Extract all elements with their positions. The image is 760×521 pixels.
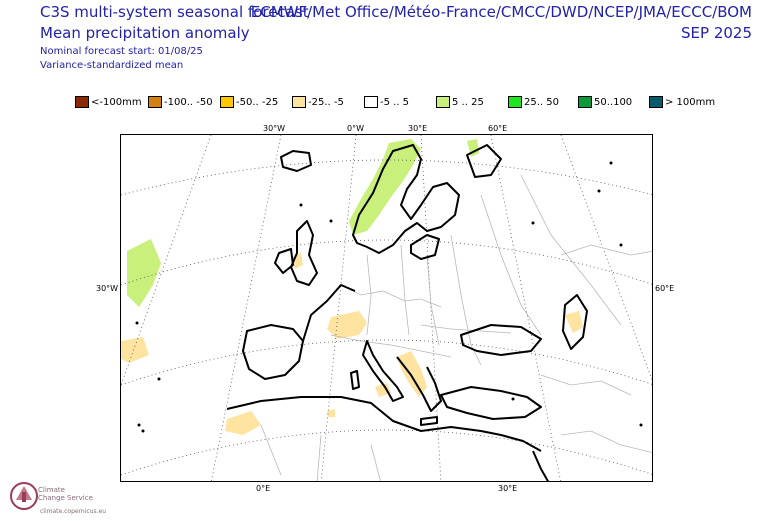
logo-line1: Climate xyxy=(38,486,65,494)
legend-label: 50..100 xyxy=(594,96,633,108)
coast-red-sea xyxy=(532,450,550,481)
axis-label-bottom: 0°E xyxy=(256,484,271,493)
coastlines xyxy=(226,144,588,481)
islands xyxy=(135,161,643,433)
coast-black-sea xyxy=(460,324,542,356)
legend-label: 5 .. 25 xyxy=(452,96,484,108)
legend-label: -50.. -25 xyxy=(236,96,279,108)
method-note: Variance-standardized mean xyxy=(40,60,184,71)
axis-label-bottom: 30°E xyxy=(498,484,518,493)
axis-label-left: 30°W xyxy=(96,284,119,293)
map-canvas xyxy=(121,135,652,481)
legend-swatch xyxy=(292,96,306,108)
copernicus-logo xyxy=(10,482,38,510)
coast-britain xyxy=(290,220,318,286)
coast-baltic xyxy=(410,234,440,260)
coast-france xyxy=(302,284,356,342)
axis-label-top: 30°E xyxy=(408,124,428,133)
coast-sardinia xyxy=(350,370,360,390)
legend-item: -25.. -5 xyxy=(292,94,344,110)
legend-swatch xyxy=(364,96,378,108)
legend-label: 25.. 50 xyxy=(524,96,559,108)
coast-turkey xyxy=(440,386,542,420)
legend-swatch xyxy=(148,96,162,108)
forecast-start: Nominal forecast start: 01/08/25 xyxy=(40,46,203,57)
logo-text: Climate Change Service xyxy=(38,486,93,502)
wet-anomaly-scandinavia xyxy=(349,139,421,235)
coast-caspian xyxy=(562,294,588,350)
graticule xyxy=(121,135,652,481)
logo-line2: Change Service xyxy=(38,494,93,502)
legend-label: > 100mm xyxy=(665,96,716,108)
axis-label-top: 60°E xyxy=(488,124,508,133)
coast-scandinavia xyxy=(352,144,460,254)
legend-item: -50.. -25 xyxy=(220,94,278,110)
legend-swatch xyxy=(75,96,89,108)
legend-label: -25.. -5 xyxy=(308,96,344,108)
legend-label: -100.. -50 xyxy=(164,96,213,108)
coast-italy xyxy=(362,340,404,402)
subtitle: Mean precipitation anomaly xyxy=(40,24,250,42)
dry-anomaly-atlantic-west xyxy=(121,337,149,363)
country-borders xyxy=(260,174,652,481)
dry-anomaly-north-africa xyxy=(225,411,261,435)
axis-label-top: 0°W xyxy=(347,124,364,133)
legend-item: -5 .. 5 xyxy=(364,94,409,110)
dry-anomaly-libya xyxy=(327,409,335,417)
coast-iceland xyxy=(280,150,312,172)
legend-swatch xyxy=(508,96,522,108)
dry-anomaly-caspian xyxy=(565,311,583,333)
legend-item: > 100mm xyxy=(649,94,715,110)
dry-anomaly-alps xyxy=(327,311,367,339)
coast-iberia xyxy=(242,324,304,380)
wet-anomaly-atlantic xyxy=(127,239,161,307)
legend-swatch xyxy=(649,96,663,108)
dry-anomaly-balkans xyxy=(397,351,427,397)
precipitation-anomaly-map xyxy=(120,134,653,482)
coast-north-africa xyxy=(226,396,542,452)
legend-label: <-100mm xyxy=(91,96,142,108)
legend-item: <-100mm xyxy=(75,94,142,110)
dry-anomaly-sicily xyxy=(375,383,391,397)
legend-swatch xyxy=(578,96,592,108)
coast-white-sea xyxy=(466,144,502,178)
legend-swatch xyxy=(436,96,450,108)
legend-label: -5 .. 5 xyxy=(380,96,410,108)
axis-label-right: 60°E xyxy=(655,284,675,293)
legend-swatch xyxy=(220,96,234,108)
legend-item: 50..100 xyxy=(578,94,632,110)
legend-item: -100.. -50 xyxy=(148,94,213,110)
logo-url: climate.copernicus.eu xyxy=(40,508,107,515)
legend-item: 25.. 50 xyxy=(508,94,559,110)
title: C3S multi-system seasonal forecast xyxy=(40,3,309,21)
valid-month: SEP 2025 xyxy=(681,24,752,42)
legend-item: 5 .. 25 xyxy=(436,94,484,110)
anomaly-shading xyxy=(121,139,583,435)
centres-list: ECMWF/Met Office/Météo-France/CMCC/DWD/N… xyxy=(250,3,752,21)
coast-balkans xyxy=(396,356,442,412)
coast-ireland xyxy=(274,248,294,274)
axis-label-top: 30°W xyxy=(263,124,286,133)
coast-crete xyxy=(420,416,438,426)
